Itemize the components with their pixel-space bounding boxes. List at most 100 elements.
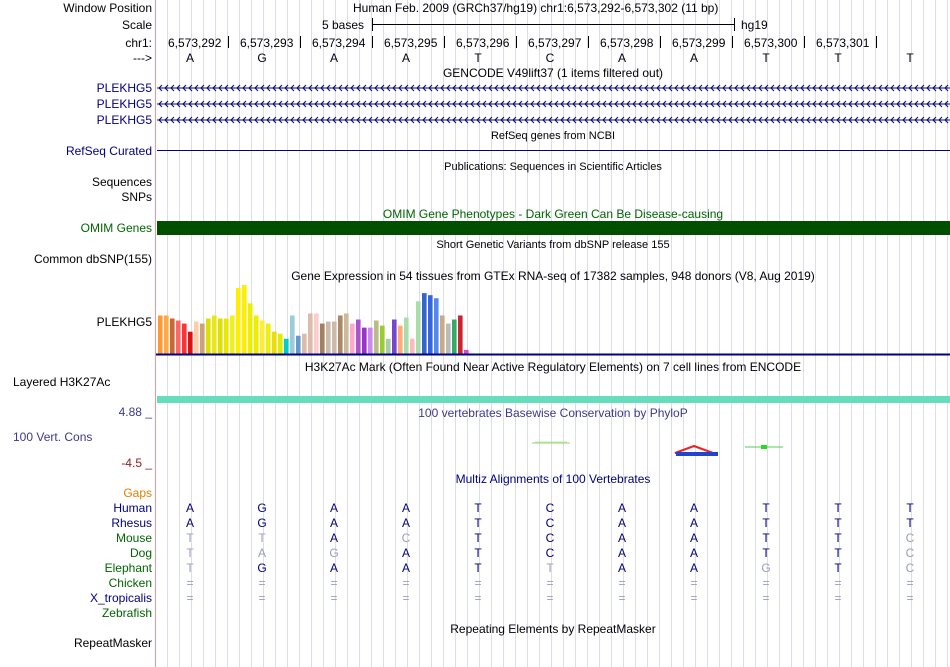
publications-snps-label[interactable]: SNPs: [121, 190, 152, 204]
species-label[interactable]: X_tropicalis: [89, 591, 152, 605]
species-label[interactable]: Dog: [129, 546, 152, 560]
aligned-base: T: [762, 531, 770, 545]
species-label[interactable]: Human: [113, 501, 152, 515]
strand-chevron: [890, 84, 895, 92]
gtex-track-title: Gene Expression in 54 tissues from GTEx …: [291, 269, 815, 283]
refseq-curated-label[interactable]: RefSeq Curated: [65, 144, 152, 158]
strand-chevron: [650, 84, 655, 92]
strand-chevron: [698, 116, 703, 124]
strand-chevron: [746, 100, 751, 108]
strand-chevron: [524, 84, 529, 92]
strand-chevron: [272, 84, 277, 92]
gtex-tissue-bar: [434, 298, 439, 354]
strand-chevron: [848, 84, 853, 92]
strand-chevron: [710, 84, 715, 92]
species-label[interactable]: Chicken: [108, 576, 152, 590]
strand-chevron: [878, 116, 883, 124]
strand-chevron: [470, 84, 475, 92]
aligned-base: T: [474, 516, 482, 530]
publications-sequences-label[interactable]: Sequences: [91, 175, 152, 189]
repeatmasker-label[interactable]: RepeatMasker: [73, 636, 152, 650]
dbsnp-label[interactable]: Common dbSNP(155): [33, 252, 152, 266]
ruler-tick: [588, 36, 589, 48]
strand-chevron: [458, 84, 463, 92]
species-label[interactable]: Zebrafish: [101, 606, 152, 620]
strand-chevron: [560, 116, 565, 124]
gtex-tissue-bar: [302, 333, 307, 354]
aligned-base: =: [618, 591, 626, 605]
strand-chevron: [410, 84, 415, 92]
aligned-base: =: [690, 576, 698, 590]
refseq-gene-line[interactable]: [157, 150, 950, 151]
strand-chevron: [548, 100, 553, 108]
strand-chevron: [920, 100, 925, 108]
strand-chevron: [464, 84, 469, 92]
strand-chevron: [200, 84, 205, 92]
h3k27ac-label[interactable]: Layered H3K27Ac: [13, 375, 111, 389]
aligned-base: A: [617, 516, 626, 530]
gencode-item-label[interactable]: PLEKHG5: [96, 97, 152, 111]
gtex-tissue-bar: [458, 315, 463, 354]
species-label[interactable]: Elephant: [104, 561, 152, 575]
h3k27ac-signal-bar[interactable]: [157, 396, 950, 403]
species-label[interactable]: Rhesus: [111, 516, 152, 530]
gencode-item-label[interactable]: PLEKHG5: [96, 113, 152, 127]
gtex-tissue-bar: [446, 323, 451, 354]
strand-chevron: [518, 100, 523, 108]
strand-chevron: [314, 84, 319, 92]
strand-chevron: [926, 116, 931, 124]
gtex-tissue-bar: [260, 320, 265, 354]
gtex-tissue-bar: [158, 315, 163, 354]
strand-chevron: [632, 116, 637, 124]
strand-chevron: [404, 100, 409, 108]
strand-chevron: [506, 84, 511, 92]
aligned-base: T: [906, 516, 914, 530]
gtex-tissue-bar: [218, 318, 223, 354]
aligned-base: A: [329, 531, 338, 545]
strand-chevron: [242, 116, 247, 124]
strand-chevron: [416, 116, 421, 124]
gtex-tissue-bar: [452, 319, 457, 354]
strand-chevron: [422, 116, 427, 124]
strand-chevron: [704, 84, 709, 92]
strand-chevron: [266, 84, 271, 92]
strand-chevron: [548, 116, 553, 124]
strand-chevron: [446, 116, 451, 124]
gencode-transcripts[interactable]: [0, 0, 950, 130]
strand-chevron: [896, 84, 901, 92]
strand-chevron: [692, 100, 697, 108]
strand-chevron: [272, 116, 277, 124]
aligned-base: A: [689, 546, 698, 560]
aligned-base: T: [474, 501, 482, 515]
strand-chevron: [770, 100, 775, 108]
strand-chevron: [710, 100, 715, 108]
strand-chevron: [362, 84, 367, 92]
strand-chevron: [608, 84, 613, 92]
gencode-track-title: GENCODE V49lift37 (1 items filtered out): [442, 66, 664, 80]
gencode-item-label[interactable]: PLEKHG5: [96, 81, 152, 95]
phylop-label[interactable]: 100 Vert. Cons: [13, 430, 93, 444]
strand-chevron: [296, 100, 301, 108]
omim-genes-label[interactable]: OMIM Genes: [80, 221, 152, 235]
strand-chevron: [164, 116, 169, 124]
strand-chevron: [188, 100, 193, 108]
species-label[interactable]: Mouse: [115, 531, 152, 545]
strand-chevron: [368, 116, 373, 124]
strand-chevron: [536, 84, 541, 92]
strand-chevron: [518, 116, 523, 124]
multiz-gaps-label[interactable]: Gaps: [123, 486, 152, 500]
gtex-tissue-bar: [278, 333, 283, 354]
gtex-tissue-bar: [290, 315, 295, 354]
scale-db-label: hg19: [741, 18, 768, 32]
strand-chevron: [938, 84, 943, 92]
strand-chevron: [188, 116, 193, 124]
gtex-expression-chart[interactable]: [156, 283, 950, 358]
phylop-conservation-plot[interactable]: [0, 0, 950, 480]
strand-chevron: [944, 100, 949, 108]
aligned-base: A: [689, 561, 698, 575]
omim-phenotype-bar[interactable]: [157, 221, 950, 235]
aligned-base: A: [401, 516, 410, 530]
ruler-coordinate: 6,573,299: [672, 36, 726, 50]
gtex-gene-label[interactable]: PLEKHG5: [96, 315, 152, 329]
strand-chevron: [890, 100, 895, 108]
